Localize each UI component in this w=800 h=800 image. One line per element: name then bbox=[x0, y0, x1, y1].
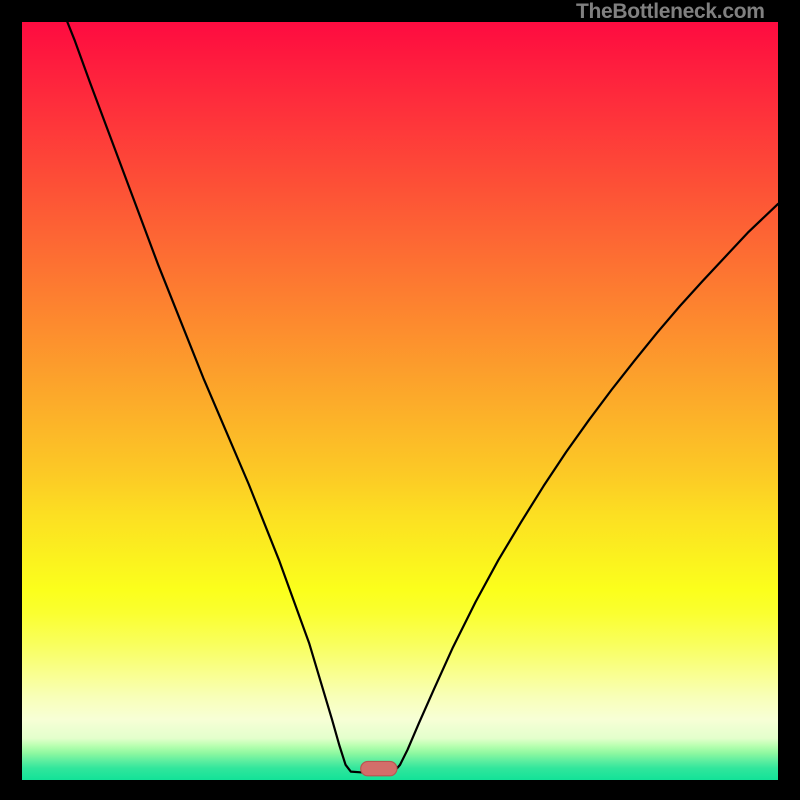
watermark-text: TheBottleneck.com bbox=[576, 0, 765, 24]
chart-svg bbox=[22, 22, 778, 780]
optimum-marker bbox=[361, 761, 397, 775]
plot-area bbox=[22, 22, 778, 780]
gradient-background bbox=[22, 22, 778, 780]
